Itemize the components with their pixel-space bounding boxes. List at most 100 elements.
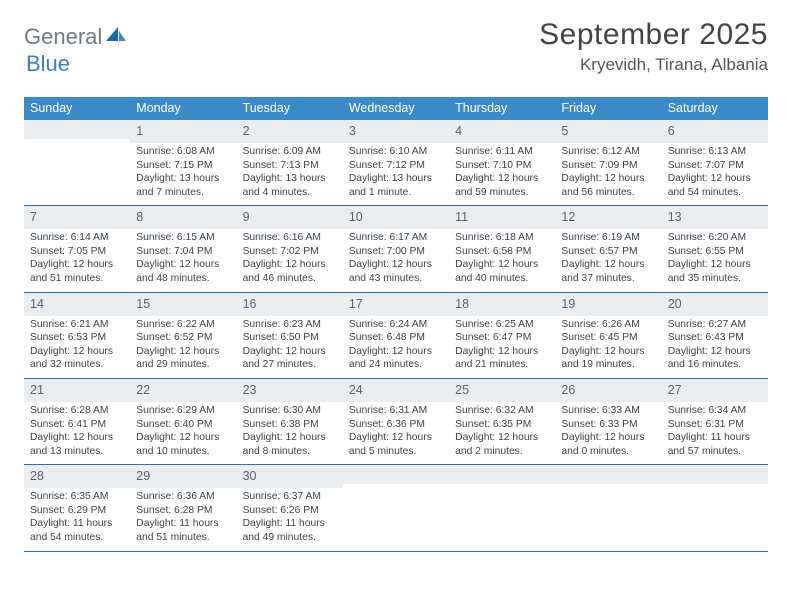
day1-text: Daylight: 12 hours — [561, 345, 655, 359]
sunset-text: Sunset: 7:04 PM — [136, 245, 230, 259]
sunset-text: Sunset: 6:38 PM — [243, 418, 337, 432]
day1-text: Daylight: 11 hours — [668, 431, 762, 445]
day-number-row: 5 — [555, 120, 661, 143]
weekday-header: Thursday — [449, 97, 555, 120]
day-number-row: 28 — [24, 465, 130, 488]
brand-sail-icon — [105, 26, 127, 49]
day-number: 26 — [561, 383, 575, 397]
calendar-day: 4Sunrise: 6:11 AMSunset: 7:10 PMDaylight… — [449, 120, 555, 205]
calendar-day: 26Sunrise: 6:33 AMSunset: 6:33 PMDayligh… — [555, 379, 661, 464]
sunset-text: Sunset: 6:36 PM — [349, 418, 443, 432]
brand-part1: General — [24, 24, 102, 50]
sunrise-text: Sunrise: 6:37 AM — [243, 490, 337, 504]
day-number-row: 9 — [237, 206, 343, 229]
calendar-day: 14Sunrise: 6:21 AMSunset: 6:53 PMDayligh… — [24, 293, 130, 378]
sunset-text: Sunset: 6:33 PM — [561, 418, 655, 432]
day1-text: Daylight: 12 hours — [349, 345, 443, 359]
day-number-row: 26 — [555, 379, 661, 402]
calendar-day: 6Sunrise: 6:13 AMSunset: 7:07 PMDaylight… — [662, 120, 768, 205]
day-number-row — [555, 465, 661, 484]
sunrise-text: Sunrise: 6:15 AM — [136, 231, 230, 245]
sunrise-text: Sunrise: 6:14 AM — [30, 231, 124, 245]
day-number-row — [24, 120, 130, 139]
day1-text: Daylight: 12 hours — [136, 431, 230, 445]
day1-text: Daylight: 12 hours — [30, 345, 124, 359]
weekday-header: Saturday — [662, 97, 768, 120]
day-number: 17 — [349, 297, 363, 311]
sunrise-text: Sunrise: 6:18 AM — [455, 231, 549, 245]
day-number-row: 12 — [555, 206, 661, 229]
calendar-day: 5Sunrise: 6:12 AMSunset: 7:09 PMDaylight… — [555, 120, 661, 205]
day-number-row: 14 — [24, 293, 130, 316]
sunset-text: Sunset: 6:45 PM — [561, 331, 655, 345]
day1-text: Daylight: 12 hours — [30, 258, 124, 272]
calendar-day: 12Sunrise: 6:19 AMSunset: 6:57 PMDayligh… — [555, 206, 661, 291]
day-number-row — [449, 465, 555, 484]
day2-text: and 4 minutes. — [243, 186, 337, 200]
day-number-row: 19 — [555, 293, 661, 316]
day1-text: Daylight: 12 hours — [668, 345, 762, 359]
calendar-day: 23 Sunrise: 6:30 AMSunset: 6:38 PMDayligh… — [237, 379, 343, 464]
calendar-day: 2Sunrise: 6:09 AMSunset: 7:13 PMDaylight… — [237, 120, 343, 205]
sunrise-text: Sunrise: 6:27 AM — [668, 318, 762, 332]
day-number: 23 — [243, 383, 257, 397]
calendar-day: 10Sunrise: 6:17 AMSunset: 7:00 PMDayligh… — [343, 206, 449, 291]
sunrise-text: Sunrise: 6:35 AM — [30, 490, 124, 504]
calendar-day: 29Sunrise: 6:36 AMSunset: 6:28 PMDayligh… — [130, 465, 236, 550]
day2-text: and 7 minutes. — [136, 186, 230, 200]
sunrise-text: Sunrise: 6:31 AM — [349, 404, 443, 418]
day-number: 19 — [561, 297, 575, 311]
day-number: 16 — [243, 297, 257, 311]
day-number-row: 11 — [449, 206, 555, 229]
calendar-day: 7Sunrise: 6:14 AMSunset: 7:05 PMDaylight… — [24, 206, 130, 291]
day1-text: Daylight: 12 hours — [561, 258, 655, 272]
calendar-day: 27Sunrise: 6:34 AMSunset: 6:31 PMDayligh… — [662, 379, 768, 464]
weekday-header: Sunday — [24, 97, 130, 120]
title-block: September 2025 Kryevidh, Tirana, Albania — [539, 18, 768, 75]
sunrise-text: Sunrise: 6:33 AM — [561, 404, 655, 418]
sunset-text: Sunset: 6:58 PM — [455, 245, 549, 259]
sunrise-text: Sunrise: 6:13 AM — [668, 145, 762, 159]
calendar-week: 21Sunrise: 6:28 AMSunset: 6:41 PMDayligh… — [24, 379, 768, 465]
sunset-text: Sunset: 6:43 PM — [668, 331, 762, 345]
day-number-row: 13 — [662, 206, 768, 229]
day2-text: and 16 minutes. — [668, 358, 762, 372]
calendar-day: 17Sunrise: 6:24 AMSunset: 6:48 PMDayligh… — [343, 293, 449, 378]
sunrise-text: Sunrise: 6:19 AM — [561, 231, 655, 245]
day1-text: Daylight: 12 hours — [136, 258, 230, 272]
day2-text: and 8 minutes. — [243, 445, 337, 459]
calendar-day: 22Sunrise: 6:29 AMSunset: 6:40 PMDayligh… — [130, 379, 236, 464]
calendar-week: 1Sunrise: 6:08 AMSunset: 7:15 PMDaylight… — [24, 120, 768, 206]
calendar-day — [555, 465, 661, 550]
sunset-text: Sunset: 7:10 PM — [455, 159, 549, 173]
calendar-day: 25Sunrise: 6:32 AMSunset: 6:35 PMDayligh… — [449, 379, 555, 464]
sunrise-text: Sunrise: 6:34 AM — [668, 404, 762, 418]
day1-text: Daylight: 12 hours — [561, 172, 655, 186]
day-number: 11 — [455, 210, 468, 224]
calendar-day: 21Sunrise: 6:28 AMSunset: 6:41 PMDayligh… — [24, 379, 130, 464]
calendar-page: General September 2025 Kryevidh, Tirana,… — [0, 0, 792, 552]
sunset-text: Sunset: 7:15 PM — [136, 159, 230, 173]
day-number-row: 20 — [662, 293, 768, 316]
day1-text: Daylight: 12 hours — [243, 431, 337, 445]
sunset-text: Sunset: 6:53 PM — [30, 331, 124, 345]
sunrise-text: Sunrise: 6:30 AM — [243, 404, 337, 418]
day2-text: and 1 minute. — [349, 186, 443, 200]
day-number: 14 — [30, 297, 44, 311]
sunrise-text: Sunrise: 6:09 AM — [243, 145, 337, 159]
brand-logo: General — [24, 18, 129, 50]
calendar-day: 19Sunrise: 6:26 AMSunset: 6:45 PMDayligh… — [555, 293, 661, 378]
day-number-row: 8 — [130, 206, 236, 229]
sunset-text: Sunset: 7:00 PM — [349, 245, 443, 259]
sunset-text: Sunset: 7:13 PM — [243, 159, 337, 173]
sunrise-text: Sunrise: 6:36 AM — [136, 490, 230, 504]
day-number-row: 1 — [130, 120, 236, 143]
day2-text: and 56 minutes. — [561, 186, 655, 200]
day2-text: and 29 minutes. — [136, 358, 230, 372]
weekday-header: Tuesday — [237, 97, 343, 120]
day2-text: and 40 minutes. — [455, 272, 549, 286]
day2-text: and 43 minutes. — [349, 272, 443, 286]
day2-text: and 48 minutes. — [136, 272, 230, 286]
calendar-day: 9Sunrise: 6:16 AMSunset: 7:02 PMDaylight… — [237, 206, 343, 291]
day-number: 25 — [455, 383, 469, 397]
